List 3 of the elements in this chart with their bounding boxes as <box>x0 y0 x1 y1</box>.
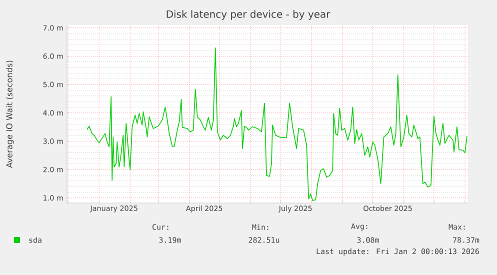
line-series <box>86 48 468 201</box>
y-axis-title: Average IO Wait (seconds) <box>6 60 14 168</box>
chart-title: Disk latency per device - by year <box>166 10 330 20</box>
